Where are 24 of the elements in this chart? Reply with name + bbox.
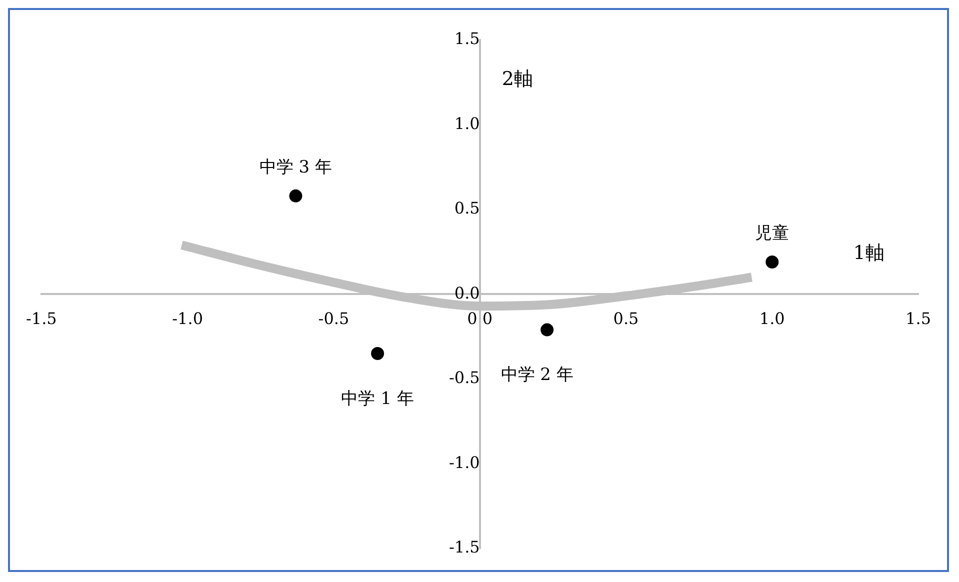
x-tick-label: -0.5 — [318, 308, 350, 328]
y-tick-label: 0.0 — [454, 283, 480, 302]
x-tick-label: 0.5 — [613, 308, 639, 328]
x-axis-title: 1軸 — [853, 242, 884, 264]
x-tick-label: 1.0 — [759, 308, 785, 328]
point — [371, 347, 384, 360]
point — [289, 189, 302, 202]
y-axis-title: 2軸 — [502, 68, 533, 90]
y-tick-label: -0.5 — [448, 368, 480, 388]
point — [540, 323, 554, 336]
annotation: 中学 1 年 — [341, 388, 414, 409]
x-tick-label: -1.5 — [26, 308, 57, 328]
annotation: 中学 3 年 — [259, 157, 332, 178]
annotation: 中学 2 年 — [500, 365, 574, 386]
x-tick-label: -1.0 — [172, 308, 203, 328]
y-tick-label: 1.5 — [454, 29, 480, 48]
x-tick-label: 0.0 — [467, 308, 493, 328]
y-tick-label: -1.0 — [448, 452, 480, 472]
point — [766, 256, 779, 268]
y-tick-label: 1.0 — [454, 114, 480, 133]
y-tick-label: -1.5 — [448, 538, 480, 557]
y-tick-label: 0.5 — [454, 198, 480, 218]
annotation: 児童 — [755, 223, 790, 244]
x-tick-label: 1.5 — [906, 308, 932, 328]
